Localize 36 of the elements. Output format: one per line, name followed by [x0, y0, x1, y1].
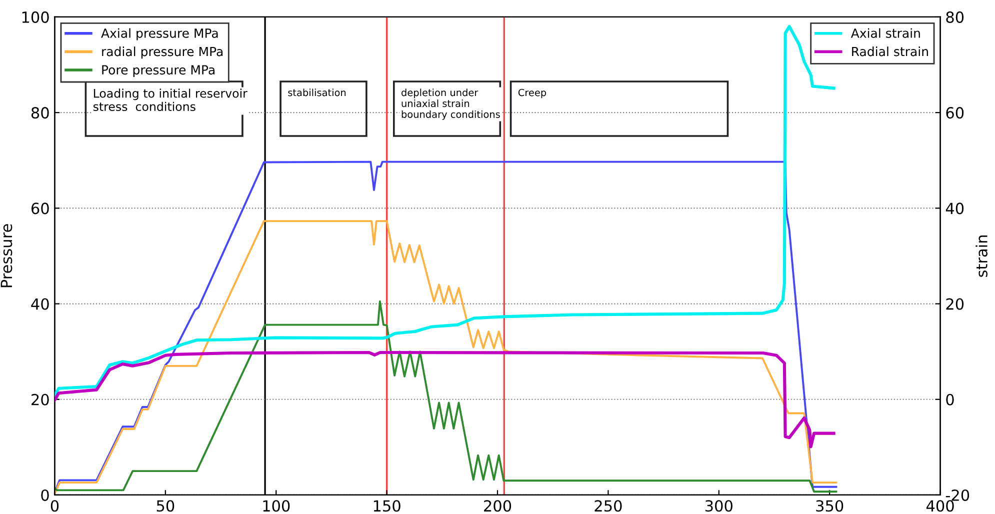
- y2-axis-title: strain: [976, 236, 988, 277]
- annotation: Creep: [518, 88, 546, 98]
- y-tick-label: 80: [31, 107, 49, 119]
- y2-tick-label: 0: [946, 394, 954, 406]
- x-tick-label: 100: [263, 500, 290, 512]
- y2-tick-label: -20: [946, 489, 970, 502]
- y-tick-label: 60: [31, 202, 49, 214]
- y-tick-label: 40: [31, 298, 49, 310]
- y2-tick-label: 80: [946, 11, 964, 23]
- y2-tick-label: 40: [946, 202, 964, 214]
- y2-tick-label: 60: [946, 107, 964, 119]
- y-tick-label: 20: [32, 394, 49, 406]
- line-series: [54, 24, 836, 397]
- annotation: Loading to initial reservoir stress conditions: [93, 88, 248, 112]
- x-tick-label: 350: [816, 500, 844, 512]
- annotation: stabilisation: [288, 88, 346, 96]
- line-series: [54, 300, 838, 493]
- y-tick-label: 100: [22, 11, 49, 23]
- annotation: depletion under uniaxial strain boundary conditions: [402, 88, 500, 120]
- x-tick-label: 50: [156, 500, 174, 512]
- legend-label: Radial strain: [852, 46, 928, 56]
- line-series: [54, 351, 836, 448]
- x-tick-label: 250: [594, 500, 622, 512]
- x-tick-label: 400: [926, 500, 954, 512]
- line-series: [54, 220, 838, 495]
- legend-label: Axial pressure MPa: [101, 28, 218, 40]
- legend-label: Pore pressure MPa: [102, 65, 214, 78]
- y2-tick-label: 20: [946, 298, 964, 310]
- y-tick-label: 0: [41, 489, 49, 502]
- x-tick-label: 0: [50, 500, 59, 512]
- x-tick-label: 150: [374, 500, 400, 512]
- legend-label: radial pressure MPa: [102, 46, 223, 59]
- x-tick-label: 300: [705, 500, 732, 512]
- legend-label: Axial strain: [850, 28, 920, 38]
- x-tick-label: 200: [484, 500, 512, 512]
- y-axis-title: Pressure: [0, 224, 12, 288]
